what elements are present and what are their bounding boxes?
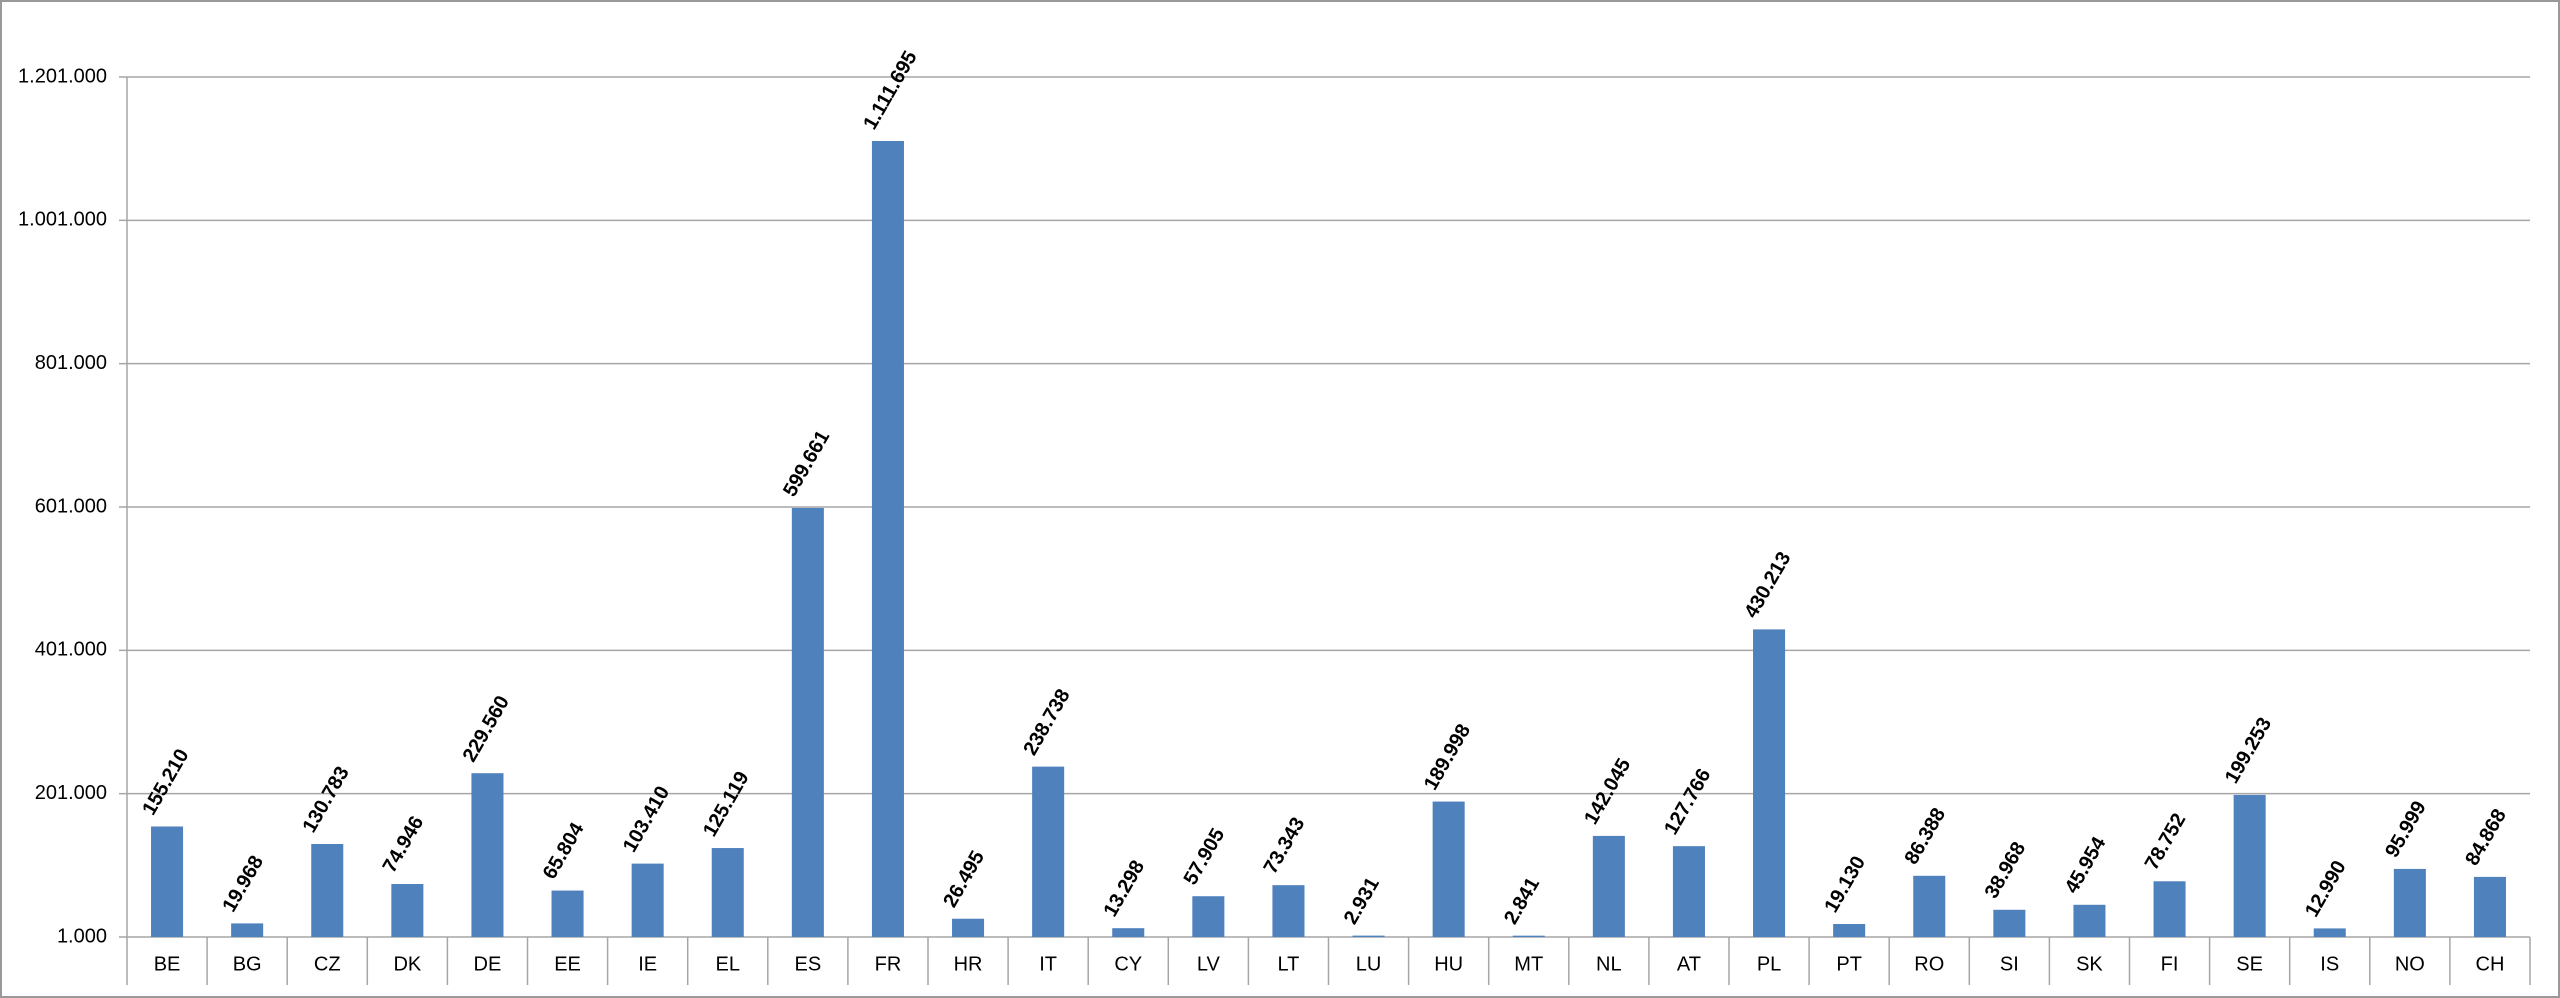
bar [1833, 924, 1866, 937]
x-tick-label: HR [954, 953, 983, 975]
y-tick-label: 1.000 [57, 925, 107, 947]
x-tick-label: LT [1278, 953, 1300, 975]
x-tick-label: CH [2476, 953, 2505, 975]
x-tick-label: IS [2320, 953, 2339, 975]
bar [1112, 928, 1145, 937]
bar [391, 884, 424, 937]
x-tick-label: NL [1596, 953, 1622, 975]
bar [551, 890, 584, 937]
x-tick-label: MT [1514, 953, 1543, 975]
y-tick-label: 201.000 [35, 782, 107, 804]
bar [1753, 629, 1786, 937]
x-tick-label: EL [716, 953, 740, 975]
x-tick-label: SI [2000, 953, 2019, 975]
x-tick-label: RO [1914, 953, 1944, 975]
bar [2473, 876, 2506, 937]
x-tick-label: DK [393, 953, 421, 975]
y-tick-label: 801.000 [35, 352, 107, 374]
y-tick-label: 1.001.000 [18, 209, 107, 231]
bar [1032, 766, 1065, 937]
y-tick-label: 1.201.000 [18, 65, 107, 87]
bar [311, 843, 344, 937]
bar [1913, 875, 1946, 937]
x-tick-label: BE [154, 953, 181, 975]
bar [791, 507, 824, 937]
bar [1192, 896, 1225, 937]
bar [871, 141, 904, 937]
x-tick-label: NO [2395, 953, 2425, 975]
x-tick-label: FI [2161, 953, 2179, 975]
x-tick-label: SE [2236, 953, 2263, 975]
bar [1432, 801, 1465, 937]
bar [1512, 935, 1545, 937]
bar [952, 918, 985, 937]
x-tick-label: EE [554, 953, 581, 975]
bar [1352, 935, 1385, 937]
x-tick-label: SK [2076, 953, 2103, 975]
x-tick-label: PT [1836, 953, 1862, 975]
x-tick-label: FR [875, 953, 902, 975]
bar [2153, 881, 2186, 937]
bar [151, 826, 184, 937]
x-tick-label: IT [1039, 953, 1057, 975]
bar [1592, 835, 1625, 937]
x-tick-label: AT [1677, 953, 1701, 975]
y-tick-label: 601.000 [35, 495, 107, 517]
x-tick-label: HU [1434, 953, 1463, 975]
x-tick-label: ES [795, 953, 822, 975]
bar [471, 773, 504, 937]
bar [1272, 885, 1305, 937]
bar [231, 923, 264, 937]
bar [2233, 794, 2266, 937]
bar [1993, 909, 2026, 937]
x-tick-label: BG [233, 953, 262, 975]
bar [711, 848, 744, 937]
x-tick-label: CZ [314, 953, 341, 975]
bar [2313, 928, 2346, 937]
y-tick-label: 401.000 [35, 639, 107, 661]
x-tick-label: PL [1757, 953, 1781, 975]
x-tick-label: LV [1197, 953, 1221, 975]
x-tick-label: IE [638, 953, 657, 975]
bar [1672, 846, 1705, 937]
bar [631, 863, 664, 937]
x-tick-label: LU [1356, 953, 1382, 975]
x-tick-label: DE [474, 953, 502, 975]
x-tick-label: CY [1114, 953, 1142, 975]
bar [2393, 868, 2426, 937]
bar [2073, 904, 2106, 937]
